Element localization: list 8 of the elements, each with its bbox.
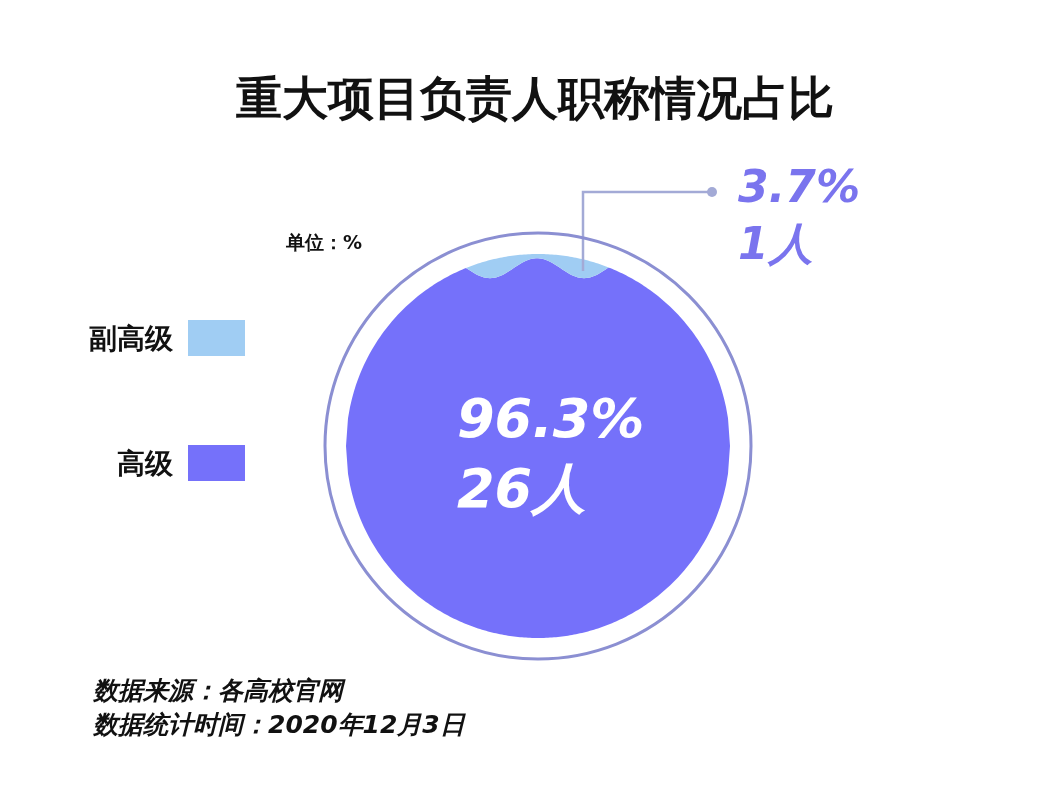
category-label: 副高级 bbox=[89, 322, 174, 355]
source-note: 数据来源：各高校官网 bbox=[92, 676, 346, 705]
text: 重大项目负责人职称情况占比 bbox=[236, 71, 835, 126]
data-label: 96.3% 26人 bbox=[457, 387, 645, 521]
text: 单位：% bbox=[285, 231, 363, 253]
category-label: 高级 bbox=[117, 447, 174, 480]
data-label: 3.7% 1人 bbox=[738, 161, 861, 270]
text: 数据统计时间：2020年12月3日 bbox=[92, 710, 466, 739]
